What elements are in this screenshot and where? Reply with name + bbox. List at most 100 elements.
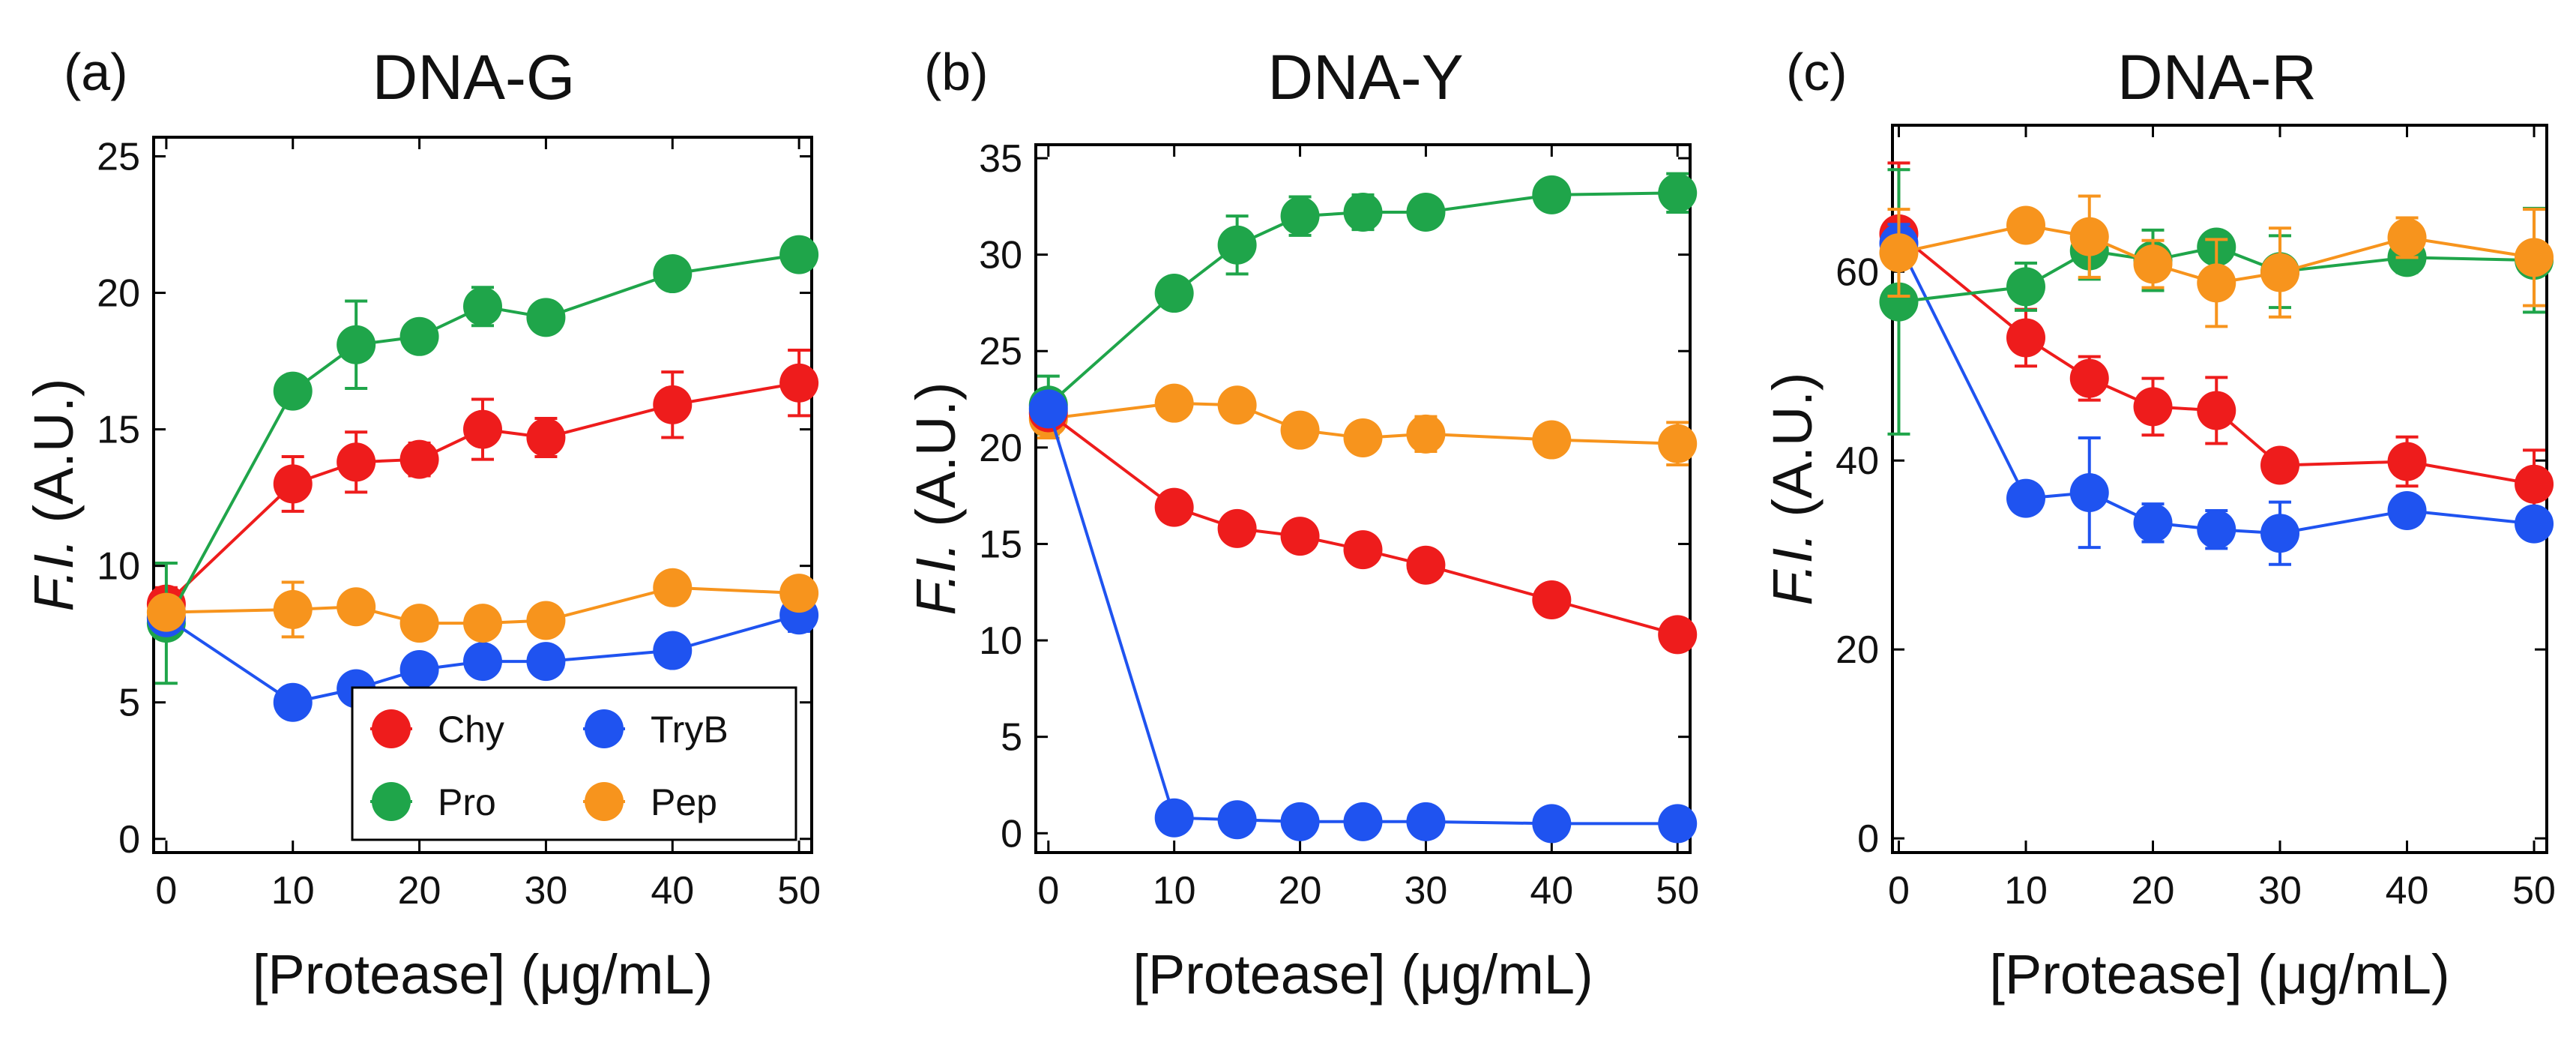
x-tick-label: 0	[1888, 869, 1910, 913]
legend-swatch	[585, 782, 624, 821]
series-pep	[1028, 383, 1698, 466]
x-tick-label: 30	[2258, 869, 2302, 913]
data-point	[653, 254, 693, 294]
y-axis-title-italic: F.I.	[905, 542, 967, 615]
legend-label-pep: Pep	[651, 781, 717, 823]
y-axis-title-units: (A.U.)	[22, 378, 85, 538]
y-tick-label: 35	[979, 137, 1022, 181]
data-point	[2006, 267, 2045, 307]
data-point	[2515, 238, 2554, 277]
legend-swatch	[372, 782, 411, 821]
y-axis-title-units: (A.U.)	[1761, 372, 1824, 532]
data-point	[399, 316, 439, 356]
data-point	[1154, 274, 1194, 313]
data-point	[1217, 225, 1257, 265]
data-point	[273, 589, 313, 629]
data-point	[2133, 387, 2173, 427]
data-point	[1879, 233, 1919, 273]
panel-title: DNA-R	[2117, 42, 2317, 112]
data-point	[1028, 389, 1068, 429]
series-tryb	[146, 595, 819, 722]
data-point	[337, 325, 376, 364]
data-point	[779, 235, 819, 274]
data-point	[1532, 580, 1572, 620]
data-point	[463, 604, 502, 643]
x-tick-label: 30	[525, 869, 568, 913]
data-point	[2260, 445, 2300, 485]
data-point	[779, 574, 819, 613]
data-point	[1280, 517, 1320, 556]
data-point	[779, 363, 819, 403]
series-pep	[146, 568, 819, 643]
panel-title: DNA-Y	[1267, 42, 1463, 112]
data-point	[463, 286, 502, 326]
data-point	[2069, 217, 2109, 256]
y-tick-label: 15	[979, 523, 1022, 566]
plot-frame	[152, 136, 813, 854]
x-tick-label: 0	[1037, 869, 1059, 913]
y-tick-label: 15	[97, 409, 140, 452]
data-point	[2260, 253, 2300, 292]
x-tick-label: 50	[2512, 869, 2556, 913]
data-point	[399, 604, 439, 643]
data-point	[526, 642, 566, 682]
data-point	[653, 631, 693, 670]
data-point	[399, 439, 439, 479]
series-line	[1046, 408, 1678, 826]
data-point	[2260, 514, 2300, 553]
data-point	[1217, 800, 1257, 840]
series-pep	[1879, 194, 2554, 328]
data-point	[1658, 615, 1698, 655]
data-point	[1280, 410, 1320, 450]
x-tick-label: 10	[2004, 869, 2048, 913]
y-tick-label: 5	[1001, 716, 1022, 760]
data-point	[337, 587, 376, 627]
data-point	[526, 298, 566, 337]
data-point	[1658, 424, 1698, 463]
legend-swatch	[372, 709, 411, 748]
y-tick-label: 20	[97, 272, 140, 316]
data-point	[2006, 205, 2045, 245]
series-pro	[1028, 172, 1698, 436]
data-point	[1658, 173, 1698, 213]
data-point	[1532, 175, 1572, 214]
data-point	[1280, 196, 1320, 236]
data-point	[146, 592, 186, 632]
y-tick-label: 25	[979, 330, 1022, 373]
x-tick-label: 20	[2132, 869, 2175, 913]
x-tick-label: 10	[271, 869, 315, 913]
data-point	[1154, 383, 1194, 423]
data-point	[1217, 508, 1257, 548]
y-axis-title: F.I. (A.U.)	[1761, 372, 1824, 605]
data-point	[337, 442, 376, 482]
data-point	[2515, 464, 2554, 504]
x-tick-label: 50	[777, 869, 821, 913]
data-point	[1343, 418, 1383, 457]
data-point	[2387, 490, 2427, 530]
legend: Chy TryB Pro Pep	[351, 686, 797, 841]
data-point	[2197, 510, 2236, 550]
y-tick-label: 10	[97, 545, 140, 589]
series-chy	[1028, 393, 1698, 655]
y-tick-label: 0	[1857, 817, 1879, 861]
panel-dna-y: (b) DNA-Y 0 10 20 30 40 50 0 5 10 15 20 25 30 35 [Protea…	[905, 42, 1699, 1006]
data-point	[2387, 217, 2427, 257]
data-point	[2006, 478, 2045, 518]
data-point	[463, 409, 502, 449]
data-point	[1217, 385, 1257, 425]
x-tick-label: 40	[2386, 869, 2429, 913]
data-point	[1658, 804, 1698, 844]
y-axis-title-italic: F.I.	[1761, 532, 1824, 605]
data-point	[2197, 391, 2236, 430]
data-point	[653, 568, 693, 607]
data-point	[273, 682, 313, 722]
panel-label: (c)	[1786, 43, 1847, 101]
x-tick-label: 40	[651, 869, 694, 913]
data-point	[1343, 802, 1383, 841]
data-point	[1532, 804, 1572, 844]
data-point	[1879, 282, 1919, 322]
y-tick-label: 5	[118, 682, 140, 725]
y-tick-label: 20	[979, 427, 1022, 470]
series-pro	[146, 235, 819, 685]
